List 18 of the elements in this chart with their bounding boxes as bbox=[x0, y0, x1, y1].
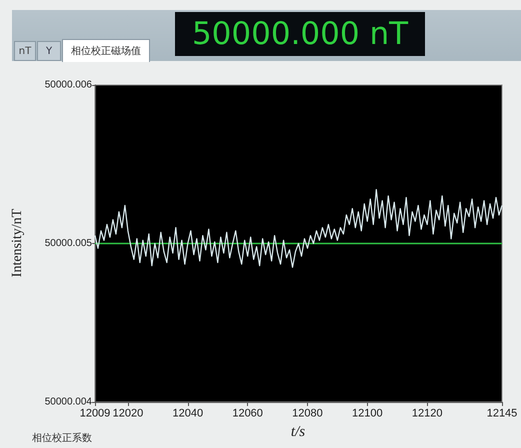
text: Y bbox=[37, 41, 61, 61]
x-tick-label: 12120 bbox=[412, 408, 442, 420]
x-tick-label: 12040 bbox=[172, 408, 204, 420]
line-series bbox=[94, 189, 503, 268]
y-tick-label: 50000.005 bbox=[44, 238, 92, 249]
y-tick-label: 50000.004 bbox=[44, 396, 92, 408]
x-tick-label: 12080 bbox=[292, 408, 323, 420]
x-tick-label: 12100 bbox=[352, 408, 383, 420]
text: 相位校正系数 bbox=[32, 432, 92, 445]
x-tick-label: 12009 bbox=[80, 408, 110, 420]
text: nT bbox=[14, 41, 36, 61]
x-tick-label: 12020 bbox=[112, 408, 144, 420]
text: 50000.000 nT bbox=[175, 12, 425, 56]
y-tick-label: 50000.006 bbox=[44, 80, 92, 90]
x-tick-label: 12060 bbox=[232, 408, 263, 420]
x-axis-title: t/s bbox=[290, 424, 306, 441]
y-axis-title: Intensity/nT bbox=[10, 208, 26, 278]
x-tick-label: 12145 bbox=[486, 408, 518, 420]
